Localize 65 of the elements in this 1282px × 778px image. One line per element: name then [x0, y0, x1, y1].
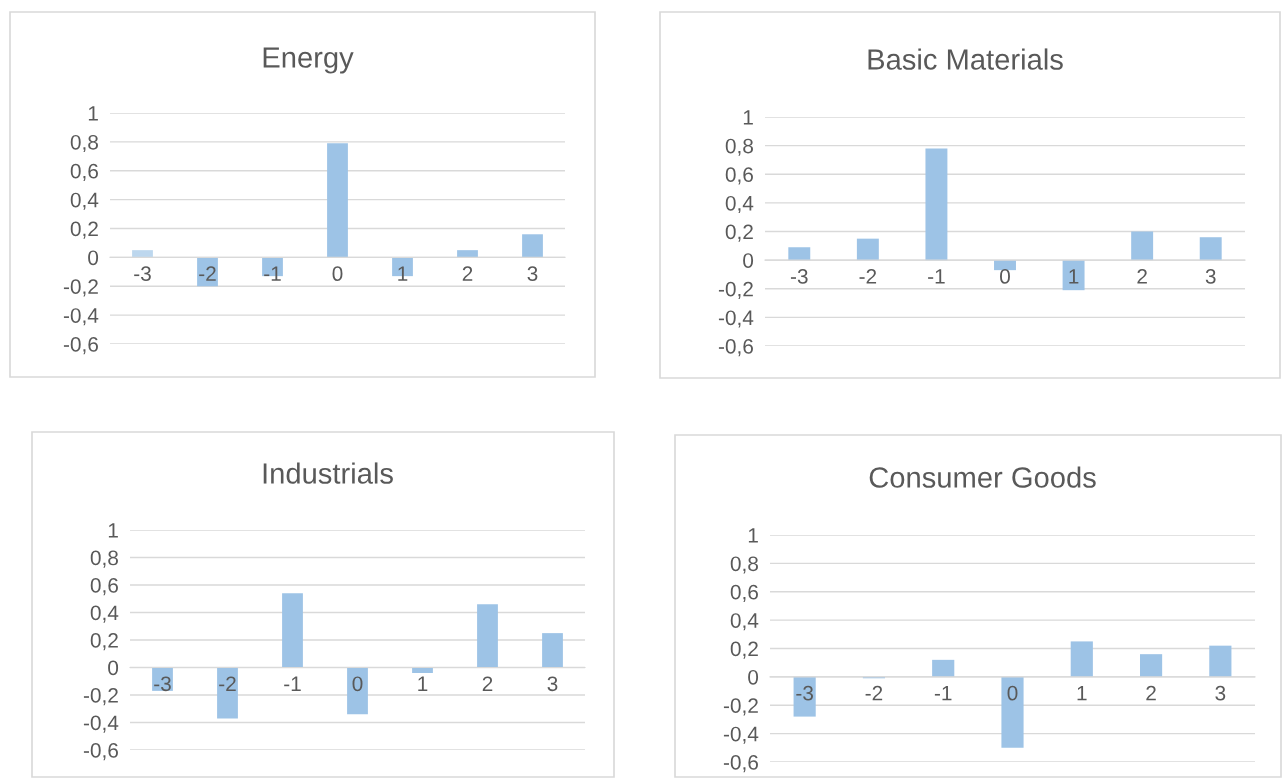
- x-tick-label: 2: [1137, 269, 1147, 284]
- y-tick-label: 0,4: [725, 195, 754, 214]
- x-tick-label: 3: [527, 266, 538, 282]
- y-tick-label: 0,2: [70, 221, 98, 239]
- x-tick-label: 3: [1205, 269, 1216, 284]
- y-tick-label: 0,6: [730, 584, 758, 602]
- y-tick-label: 0,8: [70, 134, 98, 153]
- x-tick-label: 2: [482, 676, 493, 691]
- x-tick-label: 2: [1146, 685, 1156, 701]
- chart-title: Industrials: [263, 462, 393, 484]
- x-tick-label: 1: [1077, 685, 1087, 701]
- y-tick-label: 0,8: [730, 556, 758, 574]
- y-tick-label: -0,2: [83, 688, 118, 706]
- y-tick-label: 0,4: [70, 192, 99, 210]
- y-tick-label: 1: [108, 523, 118, 538]
- y-tick-label: 1: [743, 110, 753, 125]
- y-tick-label: -0,6: [723, 755, 758, 773]
- y-tick-label: 0,6: [70, 163, 98, 181]
- chart-title: Energy: [263, 47, 354, 74]
- x-tick-label: 3: [547, 676, 558, 692]
- x-tick-label: -2: [219, 676, 236, 691]
- x-tick-label: -1: [284, 676, 301, 691]
- x-tick-label: 0: [1007, 685, 1018, 701]
- y-tick-label: 0: [88, 250, 99, 266]
- y-tick-label: 0,6: [725, 167, 753, 185]
- y-tick-label: 0,2: [90, 633, 118, 651]
- y-tick-label: -0,4: [718, 310, 754, 328]
- y-tick-label: 1: [88, 106, 98, 121]
- y-tick-label: -0,2: [718, 281, 753, 299]
- x-tick-label: -2: [859, 269, 877, 284]
- x-tick-label: 1: [1069, 269, 1079, 284]
- x-tick-label: -3: [796, 685, 813, 701]
- x-tick-label: -2: [199, 266, 216, 281]
- x-tick-label: 0: [332, 266, 343, 282]
- x-tick-label: 0: [1000, 269, 1010, 284]
- y-tick-label: 0,8: [90, 550, 118, 568]
- y-tick-label: 0,2: [730, 641, 758, 659]
- x-tick-label: -3: [134, 266, 151, 282]
- y-tick-label: 0,4: [90, 605, 119, 623]
- y-tick-label: 0,6: [90, 578, 118, 596]
- y-tick-label: 0,8: [725, 138, 753, 156]
- y-tick-label: -0,4: [63, 308, 99, 326]
- y-tick-label: -0,6: [63, 337, 98, 355]
- x-tick-label: -2: [865, 685, 883, 701]
- x-tick-label: 1: [418, 676, 428, 691]
- x-tick-label: -3: [154, 676, 171, 692]
- y-tick-label: -0,4: [83, 715, 119, 733]
- y-tick-label: -0,2: [63, 279, 98, 297]
- x-tick-label: -3: [790, 269, 808, 284]
- y-tick-label: 0: [108, 660, 119, 676]
- y-tick-label: 0,2: [725, 224, 753, 242]
- y-tick-label: 0: [743, 253, 754, 268]
- x-tick-label: -1: [928, 269, 945, 284]
- y-tick-label: 1: [748, 528, 758, 543]
- y-tick-label: -0,2: [723, 698, 758, 716]
- y-tick-label: -0,4: [723, 726, 759, 744]
- x-tick-label: 0: [352, 676, 363, 692]
- chart-title: Basic Materials: [868, 48, 1063, 70]
- y-tick-label: 0,4: [730, 613, 759, 631]
- x-tick-label: 3: [1215, 685, 1226, 701]
- x-tick-label: 2: [462, 266, 473, 281]
- y-tick-label: -0,6: [718, 339, 753, 357]
- chart-title: Consumer Goods: [869, 466, 1096, 488]
- x-tick-label: -1: [934, 685, 952, 701]
- y-tick-label: -0,6: [83, 743, 118, 761]
